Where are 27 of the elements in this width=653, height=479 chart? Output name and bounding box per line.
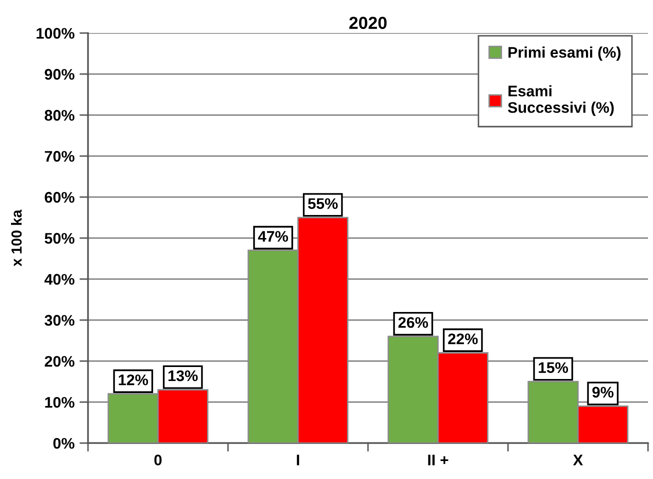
data-label: 47% [258,231,288,242]
x-tick-label: I [296,454,300,466]
x-tick-label: 0 [154,454,162,466]
y-tick-label: 30% [44,314,74,326]
chart-title: 2020 [349,16,387,30]
y-tick-label: 50% [44,232,74,244]
y-tick-label: 90% [44,68,74,80]
data-label: 9% [592,386,614,398]
legend-label: Esami Successivi (%) [508,85,614,116]
y-tick-label: 10% [45,396,74,408]
y-tick-label: 100% [36,28,74,39]
data-label: 15% [538,362,568,373]
x-tick-label: X [573,454,583,466]
y-tick-label: 60% [44,192,74,203]
legend-label: Primi esami (%) [508,46,621,61]
y-tick-label: 20% [44,356,74,367]
y-tick-label: 80% [44,110,74,121]
data-label: 12% [118,374,148,386]
y-tick-label: 0% [53,438,74,449]
data-label: 26% [398,317,428,328]
data-label: 55% [308,198,338,209]
y-tick-label: 40% [44,274,74,285]
y-axis-title: x 100 ka [11,210,22,266]
y-tick-label: 70% [44,150,74,162]
x-tick-label: II + [428,454,448,466]
data-label: 13% [168,370,198,382]
data-label: 22% [448,333,478,344]
